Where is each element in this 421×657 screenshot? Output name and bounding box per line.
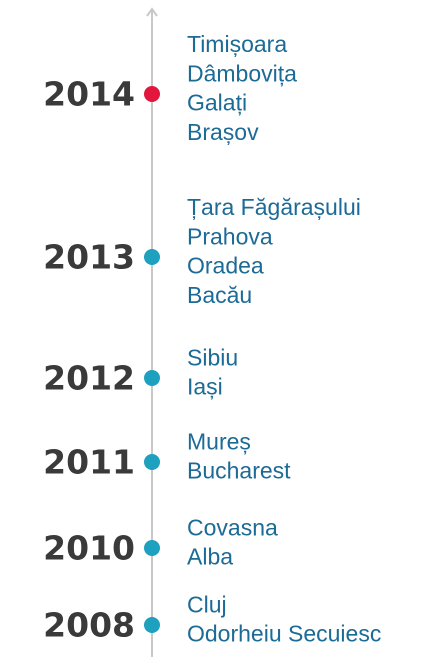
place-name: Brașov [187, 119, 259, 145]
timeline-dot [144, 540, 160, 556]
timeline-dot [144, 86, 160, 102]
place-name: Odorheiu Secuiesc [187, 621, 381, 647]
place-name: Bacău [187, 282, 252, 308]
place-name: Sibiu [187, 344, 238, 370]
place-name: Timișoara [187, 31, 287, 57]
place-name: Prahova [187, 223, 273, 249]
year-label: 2014 [43, 75, 135, 114]
timeline-dot [144, 454, 160, 470]
year-label: 2008 [43, 606, 135, 645]
timeline-dot [144, 370, 160, 386]
place-name: Țara Făgărașului [187, 194, 361, 220]
place-name: Mureș [187, 428, 251, 454]
axis-arrow [146, 7, 158, 17]
place-name: Iași [187, 374, 223, 400]
year-label: 2010 [43, 529, 135, 568]
timeline-dot [144, 249, 160, 265]
place-name: Galați [187, 90, 247, 116]
year-label: 2012 [43, 359, 135, 398]
place-name: Alba [187, 544, 233, 570]
place-name: Bucharest [187, 458, 291, 484]
year-label: 2013 [43, 238, 135, 277]
place-name: Covasna [187, 514, 278, 540]
year-label: 2011 [43, 443, 135, 482]
place-name: Cluj [187, 591, 227, 617]
timeline-dot [144, 617, 160, 633]
place-name: Dâmbovița [187, 60, 297, 86]
place-name: Oradea [187, 253, 264, 279]
